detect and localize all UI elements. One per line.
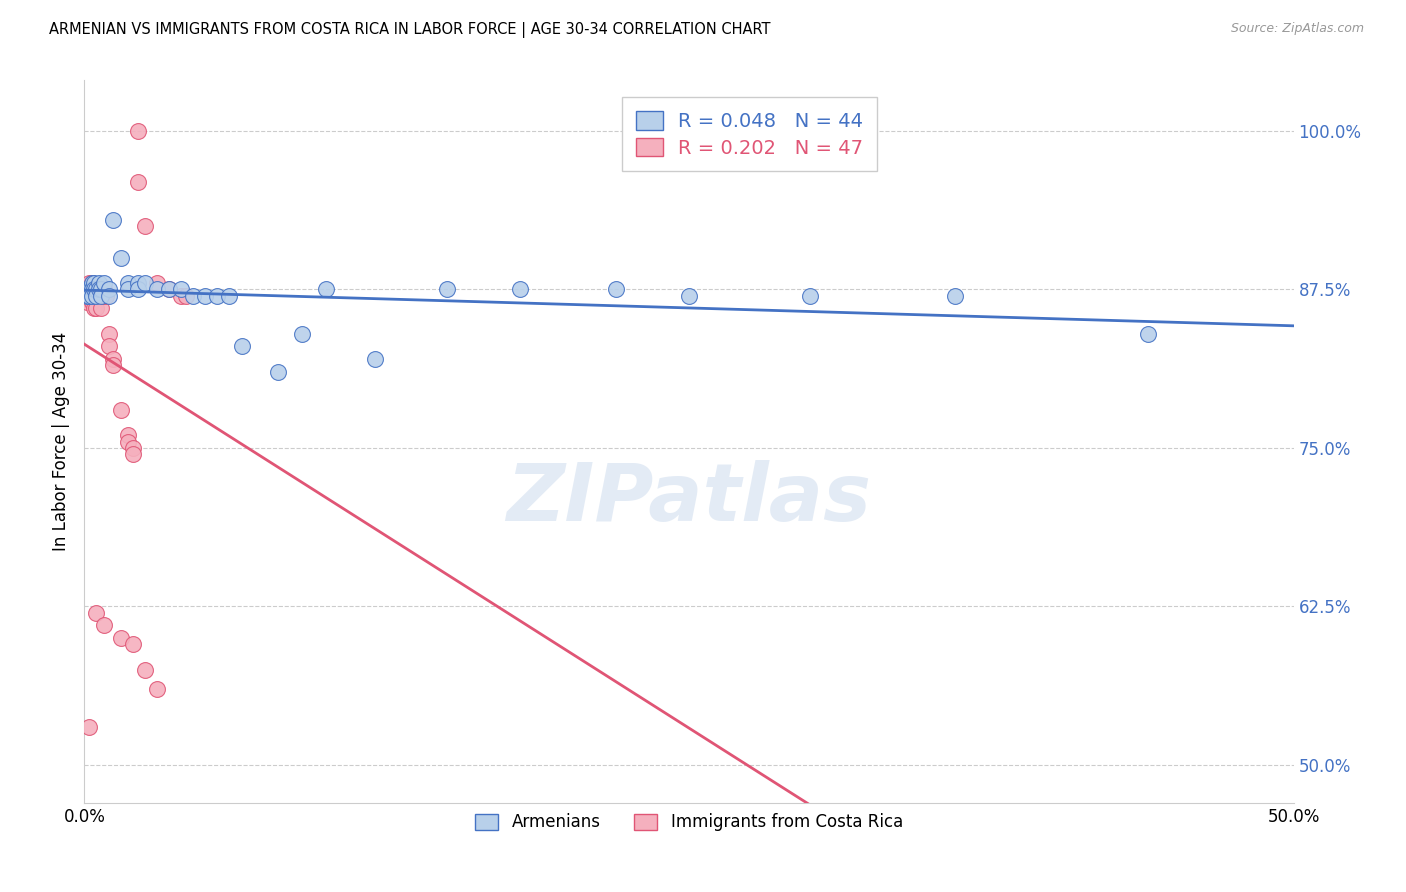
Point xyxy=(77,282,100,296)
Point xyxy=(117,434,139,449)
Point xyxy=(90,289,112,303)
Point xyxy=(121,637,143,651)
Point xyxy=(86,282,108,296)
Point xyxy=(93,282,115,296)
Point xyxy=(97,282,120,296)
Point xyxy=(181,289,204,303)
Point xyxy=(363,352,385,367)
Point xyxy=(77,289,100,303)
Point xyxy=(943,289,966,303)
Point xyxy=(605,282,627,296)
Point xyxy=(76,282,98,296)
Point xyxy=(207,289,229,303)
Point xyxy=(80,295,103,310)
Point xyxy=(87,282,110,296)
Point xyxy=(127,124,149,138)
Point xyxy=(110,251,132,265)
Point xyxy=(90,282,112,296)
Point xyxy=(436,282,458,296)
Point xyxy=(103,359,125,373)
Point xyxy=(86,289,108,303)
Point xyxy=(86,289,108,303)
Point xyxy=(76,295,98,310)
Point xyxy=(97,326,120,341)
Point xyxy=(94,289,117,303)
Point xyxy=(97,339,120,353)
Point xyxy=(76,289,98,303)
Point xyxy=(80,282,103,296)
Point xyxy=(267,365,290,379)
Point xyxy=(77,289,100,303)
Point xyxy=(117,276,139,290)
Point xyxy=(117,282,139,296)
Point xyxy=(103,212,125,227)
Point xyxy=(83,282,105,296)
Point xyxy=(231,339,253,353)
Point xyxy=(170,282,193,296)
Point xyxy=(110,402,132,417)
Point xyxy=(146,282,169,296)
Point xyxy=(218,289,240,303)
Point xyxy=(291,326,314,341)
Legend: Armenians, Immigrants from Costa Rica: Armenians, Immigrants from Costa Rica xyxy=(465,804,912,841)
Point xyxy=(80,289,103,303)
Point xyxy=(121,447,143,461)
Point xyxy=(80,289,103,303)
Point xyxy=(76,282,98,296)
Text: Source: ZipAtlas.com: Source: ZipAtlas.com xyxy=(1230,22,1364,36)
Point xyxy=(678,289,700,303)
Point xyxy=(97,289,120,303)
Point xyxy=(93,289,115,303)
Point xyxy=(157,282,180,296)
Point xyxy=(134,663,156,677)
Point xyxy=(86,606,108,620)
Point xyxy=(509,282,531,296)
Point xyxy=(146,681,169,696)
Point xyxy=(90,289,112,303)
Text: ZIPatlas: ZIPatlas xyxy=(506,460,872,539)
Point xyxy=(87,276,110,290)
Point xyxy=(315,282,337,296)
Point xyxy=(80,276,103,290)
Point xyxy=(83,289,105,303)
Y-axis label: In Labor Force | Age 30-34: In Labor Force | Age 30-34 xyxy=(52,332,70,551)
Point xyxy=(799,289,821,303)
Point xyxy=(83,276,105,290)
Point xyxy=(90,301,112,316)
Point xyxy=(170,289,193,303)
Point xyxy=(127,282,149,296)
Point xyxy=(174,289,197,303)
Point xyxy=(121,441,143,455)
Point xyxy=(83,282,105,296)
Text: ARMENIAN VS IMMIGRANTS FROM COSTA RICA IN LABOR FORCE | AGE 30-34 CORRELATION CH: ARMENIAN VS IMMIGRANTS FROM COSTA RICA I… xyxy=(49,22,770,38)
Point xyxy=(110,631,132,645)
Point xyxy=(86,282,108,296)
Point xyxy=(194,289,217,303)
Point xyxy=(103,352,125,367)
Point xyxy=(80,276,103,290)
Point xyxy=(86,301,108,316)
Point xyxy=(87,289,110,303)
Point xyxy=(127,175,149,189)
Point xyxy=(83,301,105,316)
Point xyxy=(157,282,180,296)
Point xyxy=(134,276,156,290)
Point xyxy=(76,289,98,303)
Point xyxy=(93,276,115,290)
Point xyxy=(117,428,139,442)
Point xyxy=(1137,326,1160,341)
Point xyxy=(77,720,100,734)
Point xyxy=(80,282,103,296)
Point xyxy=(87,282,110,296)
Point xyxy=(77,282,100,296)
Point xyxy=(134,219,156,233)
Point xyxy=(77,276,100,290)
Point xyxy=(127,276,149,290)
Point xyxy=(146,276,169,290)
Point xyxy=(93,618,115,632)
